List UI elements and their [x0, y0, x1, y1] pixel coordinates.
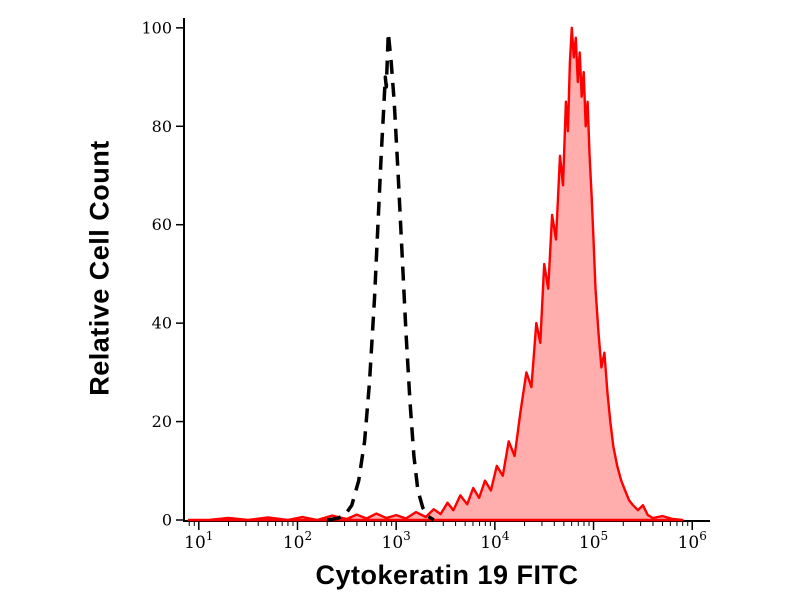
x-tick-label: 101 [184, 529, 213, 553]
x-tick-label: 105 [579, 529, 608, 553]
x-axis-ticks: 101 102 103 104 105 106 [184, 522, 707, 553]
y-tick-label: 0 [162, 511, 172, 530]
isotype-control-dashed-curve [326, 31, 435, 522]
y-tick-label: 60 [152, 215, 172, 234]
y-tick-label: 80 [152, 117, 172, 136]
y-tick-label: 20 [152, 412, 172, 431]
y-tick-label: 40 [152, 314, 172, 333]
y-axis-ticks: 0 20 40 60 80 100 [141, 18, 184, 530]
y-tick-label: 100 [141, 18, 172, 37]
cytokeratin19-fitc-filled-curve [187, 26, 684, 522]
x-axis-title: Cytokeratin 19 FITC [315, 560, 579, 590]
x-tick-label: 102 [283, 529, 312, 553]
x-tick-label: 103 [382, 529, 411, 553]
y-axis-title: Relative Cell Count [84, 140, 115, 396]
x-tick-label: 106 [678, 529, 707, 553]
x-tick-label: 104 [480, 529, 510, 553]
axes [183, 18, 710, 522]
